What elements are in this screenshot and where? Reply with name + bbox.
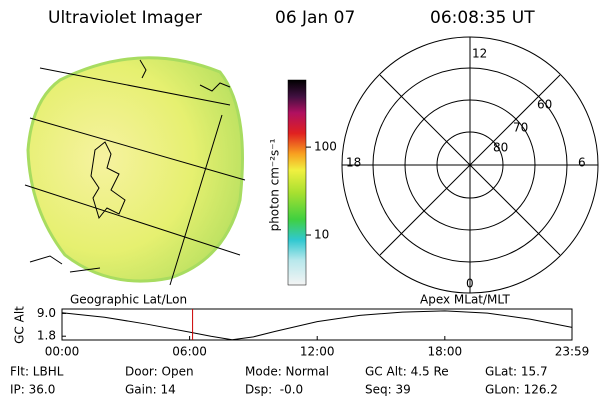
caption: Apex MLat/MLT bbox=[420, 293, 510, 307]
colorbar-label: photon cm⁻²s⁻¹ bbox=[268, 138, 282, 231]
altitude-curve bbox=[61, 310, 573, 341]
y-tick-label: 1.8 bbox=[37, 329, 56, 343]
x-tick-label: 23:59 bbox=[555, 345, 590, 359]
status-field: GLon: 126.2 bbox=[485, 383, 558, 397]
status-field: Mode: Normal bbox=[245, 365, 329, 379]
colorbar: photon cm⁻²s⁻¹ bbox=[268, 79, 307, 286]
title: Ultraviolet Imager bbox=[48, 8, 202, 28]
lat-label: 60 bbox=[537, 98, 552, 112]
date: 06 Jan 07 bbox=[275, 8, 355, 28]
caption: Geographic Lat/Lon bbox=[70, 293, 187, 307]
time: 06:08:35 UT bbox=[430, 8, 535, 28]
mlt-label: 6 bbox=[578, 156, 586, 170]
status-field: GC Alt: 4.5 Re bbox=[365, 365, 449, 379]
mlt-label: 18 bbox=[346, 156, 361, 170]
lat-label: 70 bbox=[513, 121, 528, 135]
plot-frame bbox=[61, 308, 573, 341]
x-tick-label: 06:00 bbox=[172, 345, 207, 359]
x-tick-label: 18:00 bbox=[428, 345, 463, 359]
status-field: Dsp: -0.0 bbox=[245, 383, 303, 397]
mlt-label: 12 bbox=[472, 47, 487, 61]
x-tick-label: 12:00 bbox=[300, 345, 335, 359]
y-tick-label: 9.0 bbox=[37, 306, 56, 320]
status-field: Seq: 39 bbox=[365, 383, 411, 397]
polar-plot bbox=[341, 36, 599, 294]
lat-label: 80 bbox=[493, 141, 508, 155]
status-field: Gain: 14 bbox=[125, 383, 176, 397]
status-field: GLat: 15.7 bbox=[485, 365, 548, 379]
uv-image bbox=[24, 56, 246, 286]
mlt-label: 0 bbox=[466, 277, 474, 291]
status-field: Flt: LBHL bbox=[10, 365, 64, 379]
status-field: Door: Open bbox=[125, 365, 194, 379]
y-axis-label: GC Alt bbox=[13, 306, 27, 344]
tick-label: 100 bbox=[314, 140, 337, 154]
x-tick-label: 00:00 bbox=[45, 345, 80, 359]
status-field: IP: 36.0 bbox=[10, 383, 55, 397]
tick-label: 10 bbox=[314, 228, 329, 242]
